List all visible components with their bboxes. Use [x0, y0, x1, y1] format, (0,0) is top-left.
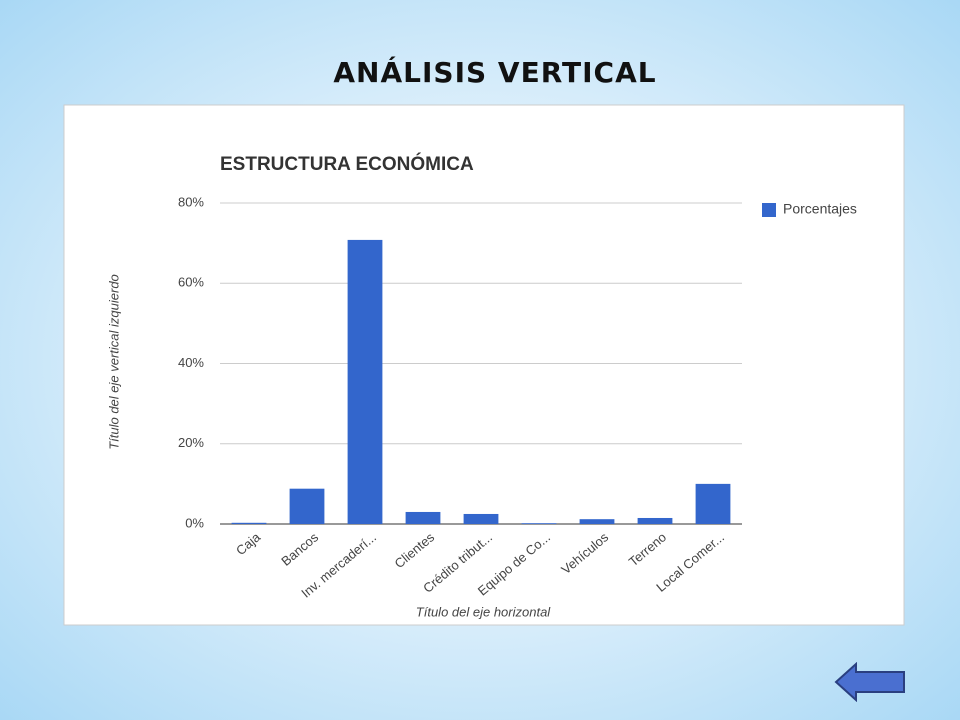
y-tick-label: 0% — [185, 515, 204, 530]
slide-title: ANÁLISIS VERTICAL — [333, 56, 657, 89]
bar — [231, 522, 267, 524]
bar — [289, 488, 325, 524]
bar — [579, 519, 615, 524]
legend-label: Porcentajes — [783, 201, 857, 217]
bar — [347, 239, 383, 525]
x-axis-title: Título del eje horizontal — [416, 604, 552, 619]
bar — [695, 483, 731, 524]
bar — [463, 513, 499, 524]
y-axis-title: Título del eje vertical izquierdo — [106, 274, 121, 450]
y-tick-label: 80% — [178, 194, 204, 209]
y-tick-label: 40% — [178, 355, 204, 370]
back-button[interactable] — [834, 662, 906, 702]
bar — [405, 511, 441, 524]
y-tick-label: 60% — [178, 275, 204, 290]
bar — [637, 517, 673, 524]
back-arrow[interactable] — [834, 662, 905, 702]
legend-swatch — [762, 203, 776, 217]
y-tick-label: 20% — [178, 435, 204, 450]
chart-title: ESTRUCTURA ECONÓMICA — [220, 153, 474, 175]
bar — [521, 523, 557, 524]
chart-area — [63, 104, 905, 626]
